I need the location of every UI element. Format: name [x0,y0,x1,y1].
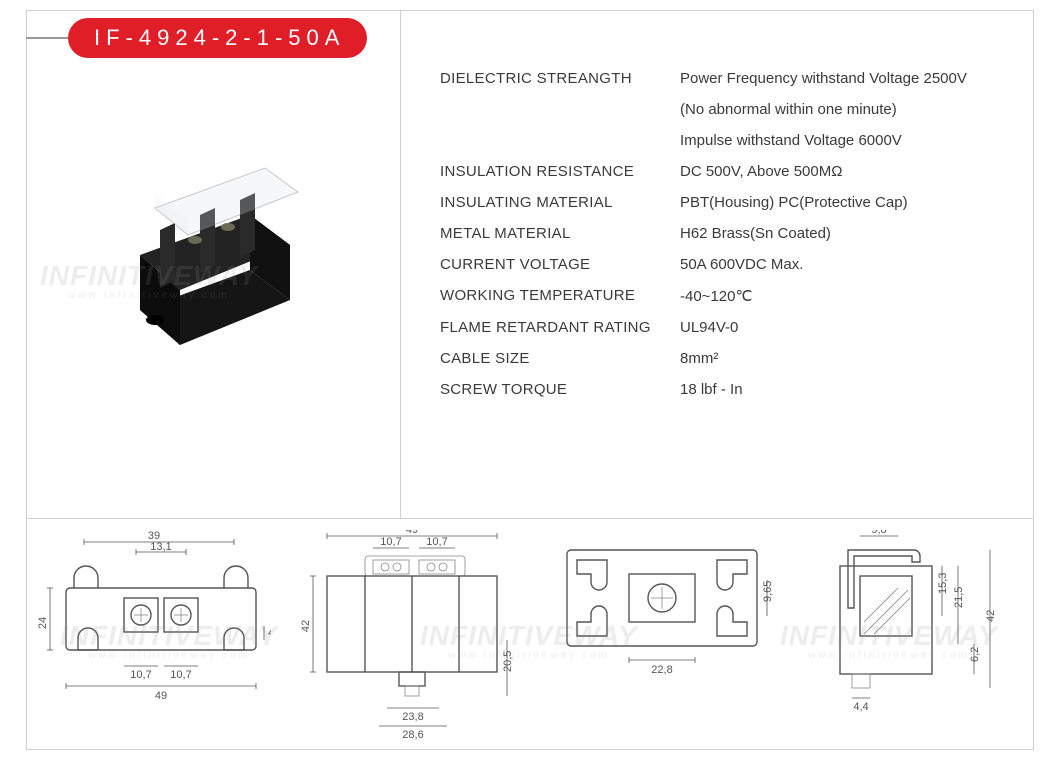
svg-text:10,7: 10,7 [426,536,447,548]
svg-text:42: 42 [300,620,312,632]
spec-label: FLAME RETARDANT RATING [440,319,680,336]
product-photo [90,140,310,360]
spec-label: INSULATING MATERIAL [440,194,680,211]
spec-value: DC 500V, Above 500MΩ [680,163,1020,180]
spec-row: CURRENT VOLTAGE50A 600VDC Max. [440,256,1020,273]
spec-value: 50A 600VDC Max. [680,256,1020,273]
svg-text:6,2: 6,2 [969,647,981,662]
product-code: IF-4924-2-1-50A [68,18,367,58]
svg-text:23,8: 23,8 [402,711,423,723]
spec-label: INSULATION RESISTANCE [440,163,680,180]
svg-text:10,7: 10,7 [380,536,401,548]
svg-text:21,5: 21,5 [953,587,965,608]
spec-label: DIELECTRIC STREANGTH [440,70,680,149]
drawing-side: 49 10,7 10,7 42 [299,530,529,740]
spec-value: PBT(Housing) PC(Protective Cap) [680,194,1020,211]
svg-text:20,5: 20,5 [502,651,514,672]
spec-row: INSULATING MATERIALPBT(Housing) PC(Prote… [440,194,1020,211]
spec-label: WORKING TEMPERATURE [440,287,680,305]
spec-value: H62 Brass(Sn Coated) [680,225,1020,242]
svg-text:9,8: 9,8 [871,530,886,536]
drawing-front: 39 13,1 24 4,4 [36,530,271,740]
spec-label: CABLE SIZE [440,350,680,367]
horizontal-divider [26,518,1034,519]
badge-leader-line [26,37,68,39]
svg-text:49: 49 [155,690,167,702]
spec-value: 18 lbf - In [680,381,1020,398]
spec-row: DIELECTRIC STREANGTHPower Frequency with… [440,70,1020,149]
svg-text:49: 49 [406,530,418,536]
svg-text:10,7: 10,7 [130,669,151,681]
svg-text:22,8: 22,8 [651,664,672,676]
svg-text:4,4: 4,4 [853,701,868,713]
spec-row: WORKING TEMPERATURE-40~120℃ [440,287,1020,305]
svg-text:4,4: 4,4 [268,627,271,639]
spec-label: CURRENT VOLTAGE [440,256,680,273]
spec-table: DIELECTRIC STREANGTHPower Frequency with… [440,70,1020,412]
spec-row: SCREW TORQUE18 lbf - In [440,381,1020,398]
svg-text:9,65: 9,65 [762,581,774,602]
vertical-divider [400,10,401,518]
spec-value: Power Frequency withstand Voltage 2500V(… [680,70,1020,149]
svg-text:10,7: 10,7 [170,669,191,681]
svg-text:13,1: 13,1 [150,541,171,553]
spec-label: METAL MATERIAL [440,225,680,242]
drawing-top: 9,65 22,8 [557,530,792,700]
svg-text:28,6: 28,6 [402,729,423,740]
spec-row: CABLE SIZE8mm² [440,350,1020,367]
spec-row: METAL MATERIALH62 Brass(Sn Coated) [440,225,1020,242]
spec-value: 8mm² [680,350,1020,367]
spec-row: INSULATION RESISTANCEDC 500V, Above 500M… [440,163,1020,180]
svg-text:24: 24 [37,617,49,629]
dimension-drawings: 39 13,1 24 4,4 [36,530,1026,740]
spec-row: FLAME RETARDANT RATINGUL94V-0 [440,319,1020,336]
spec-label: SCREW TORQUE [440,381,680,398]
spec-value: UL94V-0 [680,319,1020,336]
svg-text:15,3: 15,3 [937,573,949,594]
drawing-end: 9,8 15,3 21,5 6,2 42 4,4 [820,530,1030,730]
svg-text:42: 42 [985,610,997,622]
product-badge: IF-4924-2-1-50A [26,16,367,60]
spec-value: -40~120℃ [680,287,1020,305]
